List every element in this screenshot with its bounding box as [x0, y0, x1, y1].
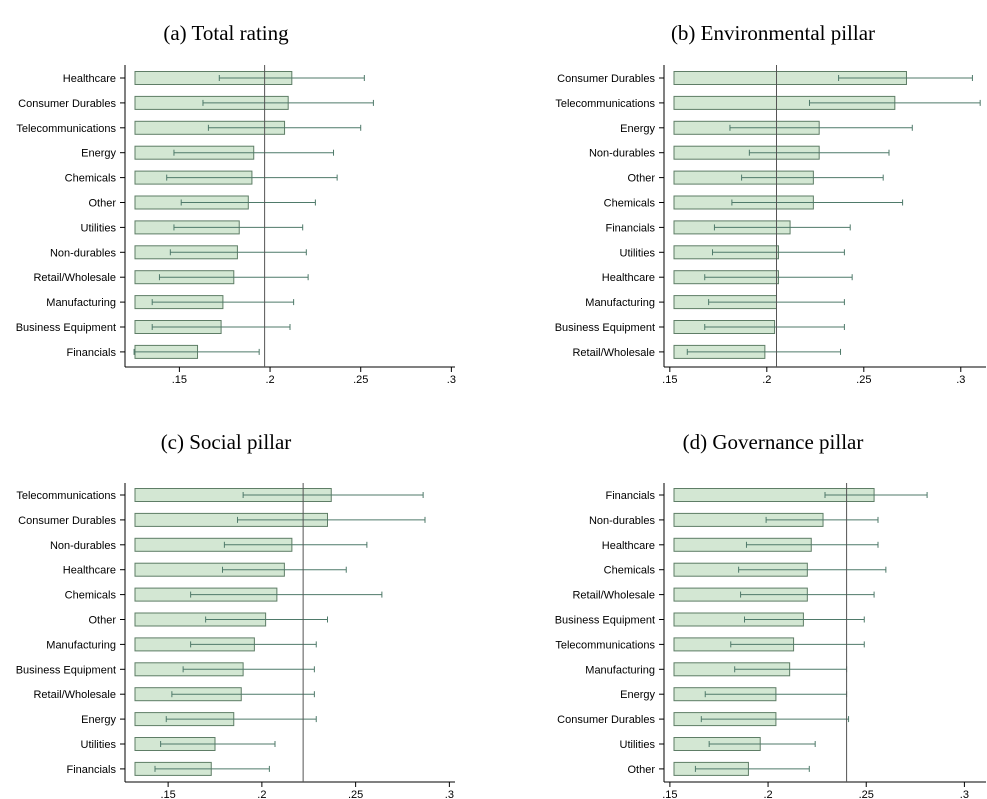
category-label: Other: [88, 198, 116, 210]
category-label: Chemicals: [604, 198, 656, 210]
category-label: Other: [627, 173, 655, 185]
x-tick-label: .15: [662, 789, 677, 799]
x-tick-label: .2: [763, 789, 772, 799]
category-label: Retail/Wholesale: [572, 590, 655, 602]
category-label: Telecommunications: [555, 639, 655, 651]
category-label: Energy: [81, 148, 116, 160]
x-tick-label: .2: [762, 374, 771, 386]
category-label: Utilities: [620, 739, 656, 751]
x-tick-label: .2: [257, 789, 266, 799]
x-tick-label: .3: [445, 789, 454, 799]
category-label: Energy: [81, 714, 116, 726]
category-label: Energy: [620, 689, 655, 701]
category-label: Consumer Durables: [18, 515, 116, 527]
category-label: Financials: [66, 347, 116, 359]
category-label: Business Equipment: [555, 615, 655, 627]
category-label: Healthcare: [63, 565, 116, 577]
category-label: Business Equipment: [16, 664, 116, 676]
x-tick-label: .25: [859, 789, 874, 799]
category-label: Non-durables: [589, 515, 656, 527]
panel-title: (c) Social pillar: [161, 430, 292, 454]
x-tick-label: .25: [348, 789, 363, 799]
x-tick-label: .15: [160, 789, 175, 799]
category-label: Retail/Wholesale: [33, 689, 116, 701]
panel-total-rating: (a) Total rating Healthcare Consumer Dura…: [16, 21, 456, 386]
category-label: Financials: [605, 222, 655, 234]
category-label: Non-durables: [50, 540, 117, 552]
category-label: Utilities: [81, 739, 117, 751]
x-tick-label: .25: [856, 374, 871, 386]
category-label: Consumer Durables: [18, 98, 116, 110]
category-label: Business Equipment: [555, 322, 655, 334]
category-label: Consumer Durables: [557, 73, 655, 85]
x-tick-label: .3: [960, 789, 969, 799]
panel-governance-pillar: (d) Governance pillar Financials Non-dura…: [555, 430, 986, 799]
category-label: Utilities: [620, 247, 656, 259]
category-label: Healthcare: [602, 540, 655, 552]
panel-title: (d) Governance pillar: [683, 430, 864, 454]
category-label: Chemicals: [65, 173, 117, 185]
category-label: Manufacturing: [46, 297, 116, 309]
category-label: Other: [88, 615, 116, 627]
category-label: Healthcare: [602, 272, 655, 284]
category-label: Retail/Wholesale: [33, 272, 116, 284]
category-label: Non-durables: [589, 148, 656, 160]
category-label: Retail/Wholesale: [572, 347, 655, 359]
x-tick-label: .15: [172, 374, 187, 386]
category-label: Manufacturing: [585, 664, 655, 676]
category-label: Consumer Durables: [557, 714, 655, 726]
panel-social-pillar: (c) Social pillar Telecommunications Cons…: [16, 430, 455, 799]
category-label: Manufacturing: [585, 297, 655, 309]
category-label: Business Equipment: [16, 322, 116, 334]
x-tick-label: .3: [956, 374, 965, 386]
x-tick-label: .25: [353, 374, 368, 386]
category-label: Financials: [605, 490, 655, 502]
category-label: Chemicals: [604, 565, 656, 577]
panel-environmental-pillar: (b) Environmental pillar Consumer Durabl…: [555, 21, 986, 386]
x-tick-label: .15: [662, 374, 677, 386]
category-label: Chemicals: [65, 590, 117, 602]
x-tick-label: .3: [447, 374, 456, 386]
category-label: Healthcare: [63, 73, 116, 85]
category-label: Telecommunications: [16, 123, 116, 135]
category-label: Utilities: [81, 222, 117, 234]
category-label: Telecommunications: [555, 98, 655, 110]
category-label: Manufacturing: [46, 639, 116, 651]
x-tick-label: .2: [265, 374, 274, 386]
category-label: Energy: [620, 123, 655, 135]
category-label: Telecommunications: [16, 490, 116, 502]
category-label: Non-durables: [50, 247, 117, 259]
category-label: Financials: [66, 764, 116, 776]
panel-title: (a) Total rating: [163, 21, 289, 45]
category-label: Other: [627, 764, 655, 776]
panel-title: (b) Environmental pillar: [671, 21, 875, 45]
